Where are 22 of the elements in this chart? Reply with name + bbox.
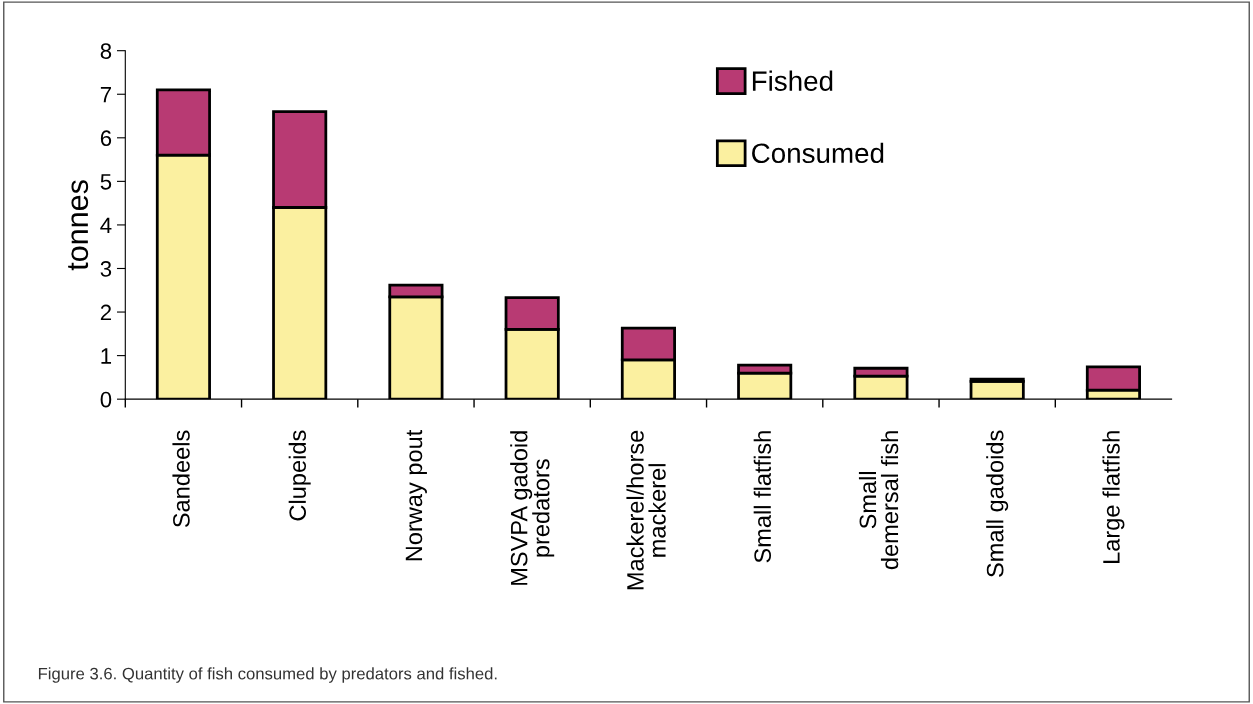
x-tick-label: Small gadoids <box>986 430 1009 577</box>
x-tick-label: Small demersal fish <box>858 431 899 570</box>
y-tick-label: 5 <box>100 174 112 190</box>
x-tick-label: Sandeels <box>172 430 190 528</box>
x-tick-label: Norway pout <box>405 429 427 561</box>
y-tick-label: 1 <box>101 348 112 364</box>
y-tick-label: 7 <box>100 87 111 103</box>
x-tick-label: MSVPA gadoid predators <box>510 431 555 585</box>
y-tick-label: 6 <box>100 130 112 147</box>
y-tick-label: 2 <box>100 304 111 321</box>
x-tick-label: Large flatfish <box>1102 431 1125 563</box>
legend-label: Consumed <box>752 142 884 164</box>
y-tick-label: 0 <box>100 391 112 408</box>
y-axis-title: tonnes <box>68 180 89 271</box>
y-tick-label: 3 <box>100 261 112 277</box>
y-tick-label: 8 <box>100 43 112 59</box>
caption: Figure 3.6. Quantity of fish consumed by predators and fished. <box>38 667 497 683</box>
x-tick-label: Small flatfish <box>753 431 772 563</box>
x-tick-label: Clupeids <box>288 430 311 521</box>
x-tick-label: Mackerel/horse mackerel <box>626 430 666 590</box>
y-tick-label: 4 <box>100 217 112 233</box>
legend-label: Fished <box>752 70 833 91</box>
